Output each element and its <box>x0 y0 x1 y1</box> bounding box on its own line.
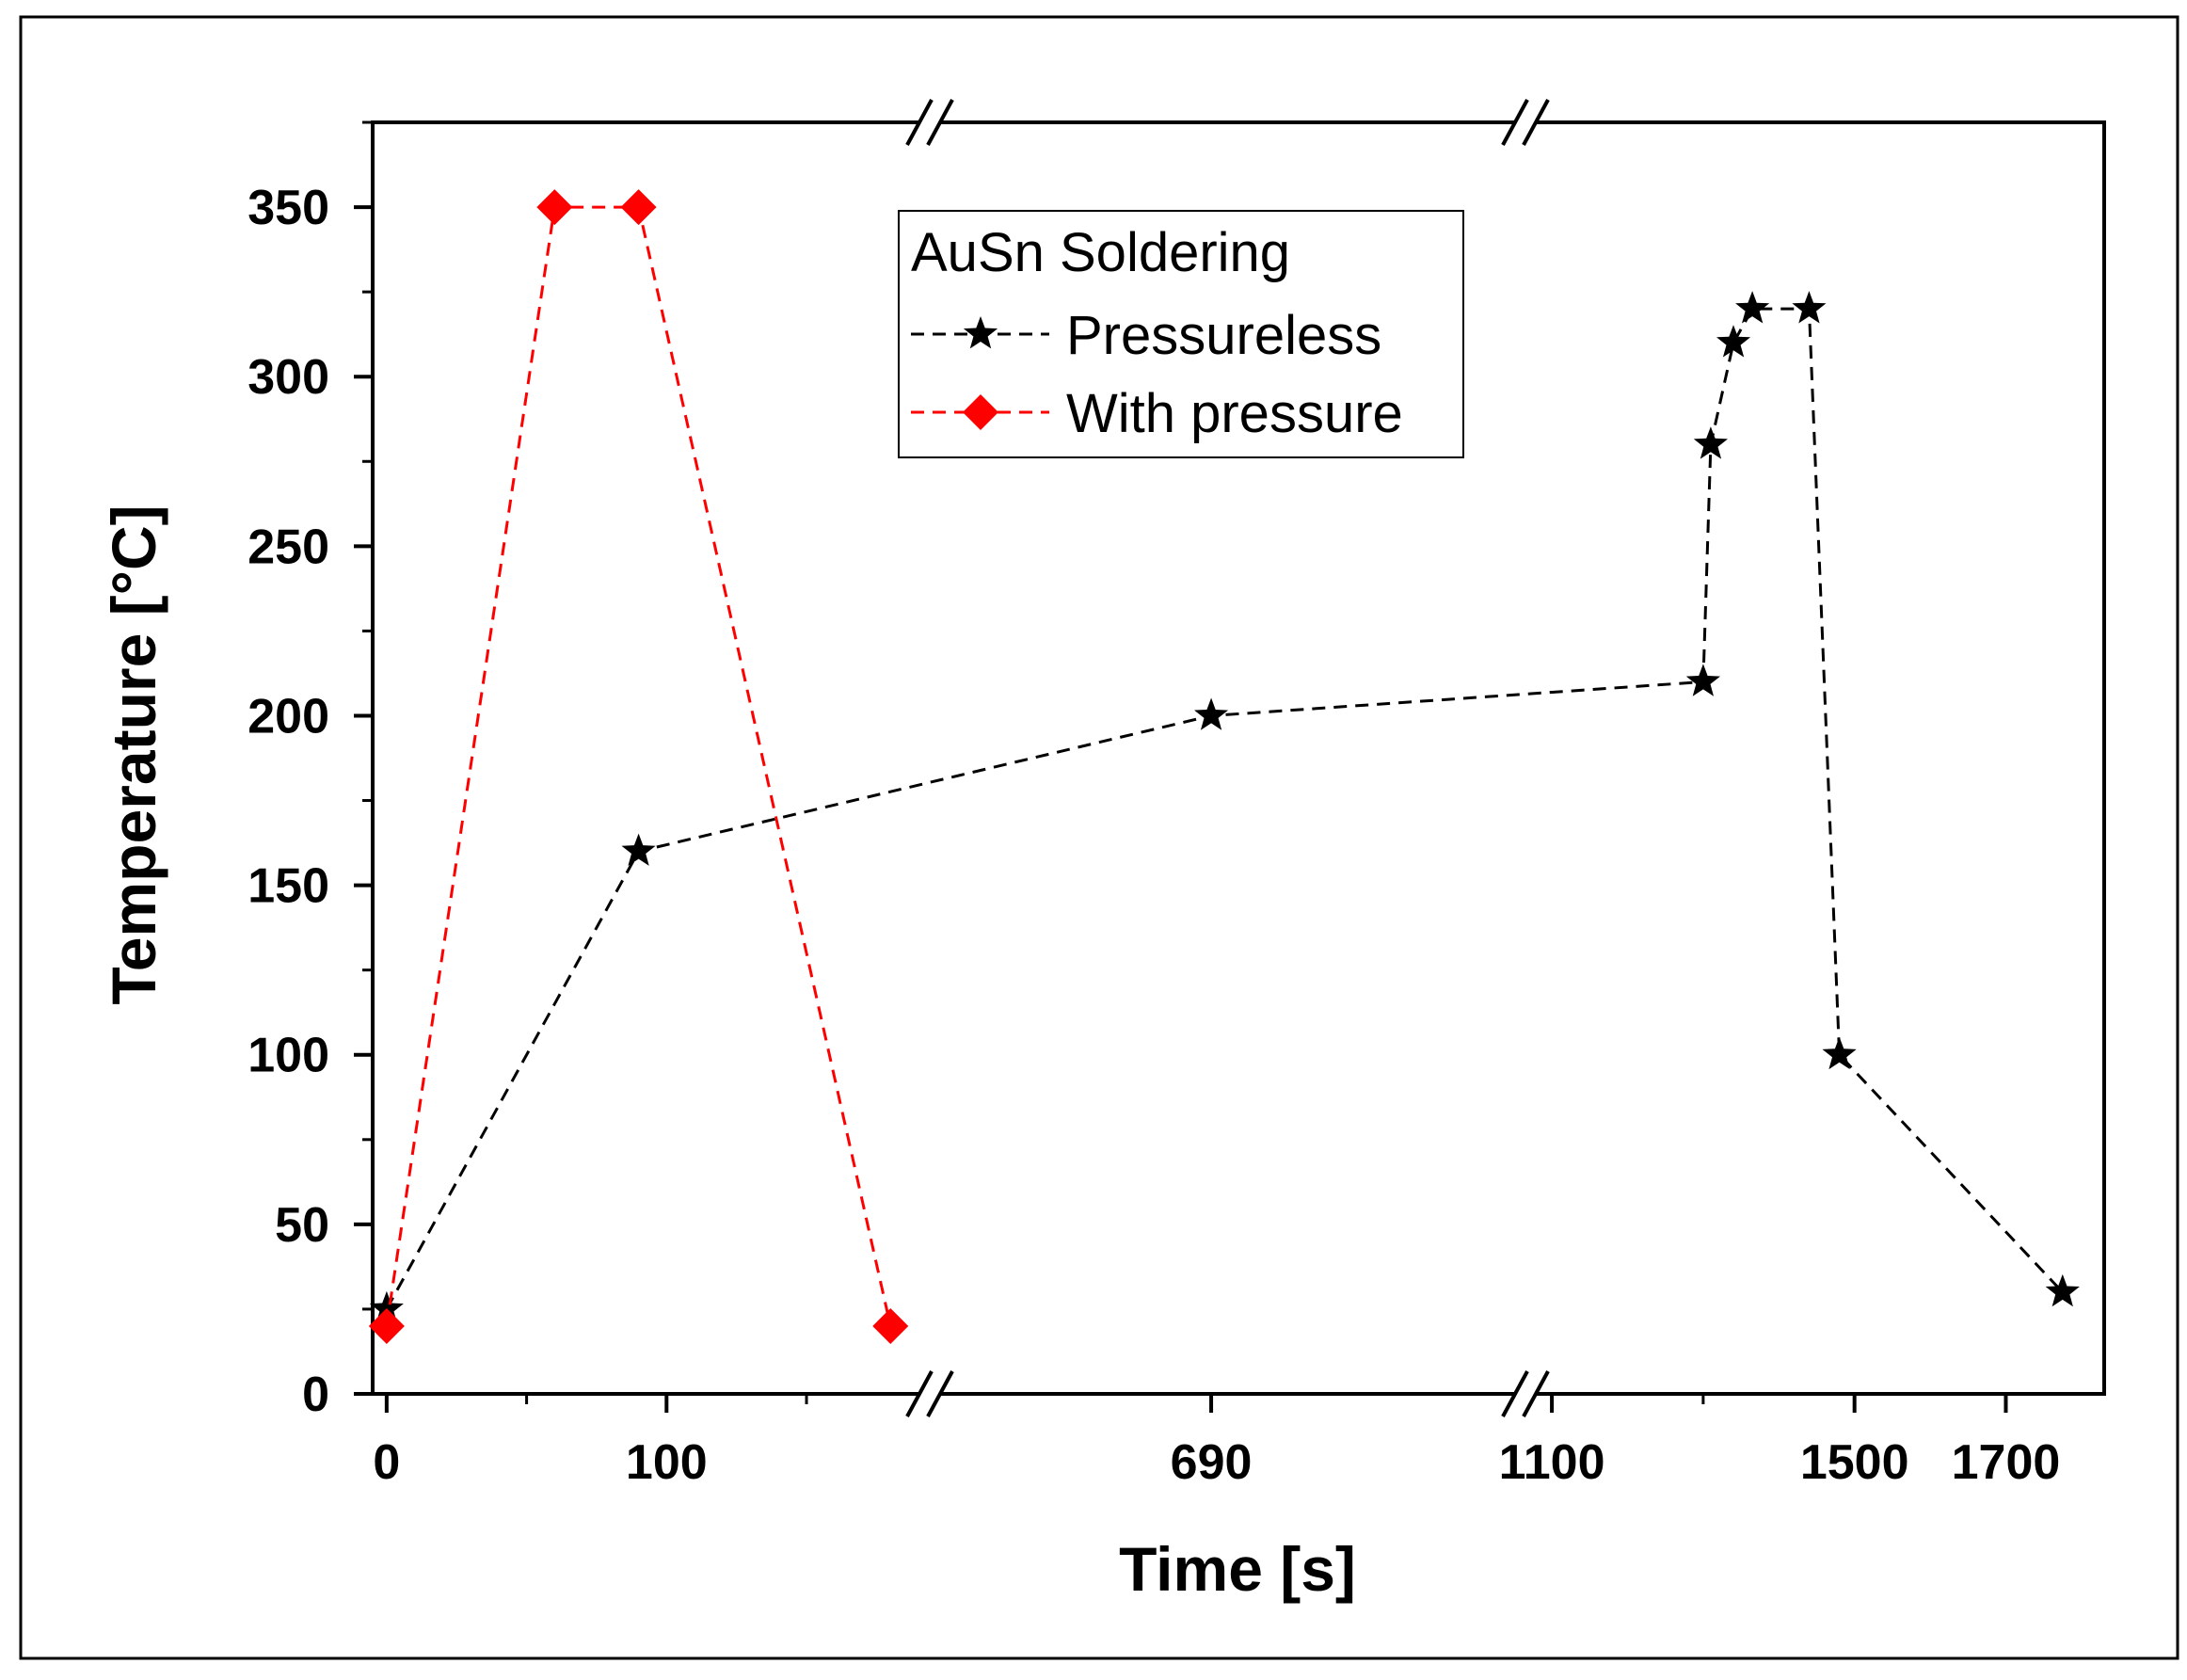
axis-break-slash <box>926 1370 954 1417</box>
diamond-marker <box>368 1307 405 1344</box>
axis-break-slash <box>905 99 934 146</box>
axis-breaks <box>905 99 1550 1417</box>
legend-entry-label: Pressureless <box>1066 305 1381 366</box>
axis-break-slash <box>1522 1370 1550 1417</box>
axis-break-slash <box>1501 99 1529 146</box>
x-tick-label: 690 <box>1171 1435 1253 1490</box>
star-marker <box>2045 1273 2080 1307</box>
x-axis-title: Time [s] <box>1119 1534 1356 1604</box>
star-marker <box>621 833 656 866</box>
star-marker <box>1716 325 1751 358</box>
axis-break-slash <box>926 99 954 146</box>
x-tick-label: 1700 <box>1952 1435 2061 1490</box>
y-tick-label: 250 <box>247 520 329 574</box>
star-marker <box>1194 697 1229 730</box>
y-tick-label: 300 <box>247 350 329 405</box>
x-tick-label: 0 <box>373 1435 400 1490</box>
star-marker <box>1685 664 1720 696</box>
axis-break-slash <box>1522 99 1550 146</box>
axis-break-slash <box>905 1370 934 1417</box>
axis-break-slash <box>1501 1370 1529 1417</box>
y-tick-label: 100 <box>247 1029 329 1083</box>
star-marker <box>1822 1036 1857 1070</box>
y-tick-label: 350 <box>247 181 329 235</box>
y-tick-label: 50 <box>275 1198 329 1253</box>
legend-star-marker <box>963 316 998 349</box>
legend-entry-label: With pressure <box>1066 383 1403 444</box>
star-marker <box>1792 291 1827 324</box>
star-marker <box>1735 291 1770 324</box>
x-tick-label: 100 <box>626 1435 708 1490</box>
y-tick-label: 200 <box>247 689 329 744</box>
y-tick-label: 150 <box>247 859 329 914</box>
y-axis-title: Temperature [°C] <box>99 504 168 1004</box>
legend-diamond-marker <box>963 394 998 430</box>
diamond-marker <box>620 189 657 226</box>
series-layer <box>368 189 2080 1344</box>
legend-title: AuSn Soldering <box>911 222 1290 283</box>
x-tick-label: 1500 <box>1800 1435 1909 1490</box>
star-marker <box>369 1290 404 1324</box>
legend: AuSn Soldering Pressureless With pressure <box>898 210 1464 458</box>
x-tick-label: 1100 <box>1499 1435 1605 1490</box>
y-tick-label: 0 <box>302 1368 329 1422</box>
diamond-marker <box>536 189 573 226</box>
series-line-pressureless <box>385 307 2064 1310</box>
axes: 0 50 100 150 200 250 300 350 0 100 690 1100 1500 1700 <box>247 120 2106 1490</box>
star-marker <box>1693 426 1728 459</box>
diamond-marker <box>872 1307 909 1344</box>
series-line-with-pressure <box>385 205 892 1327</box>
